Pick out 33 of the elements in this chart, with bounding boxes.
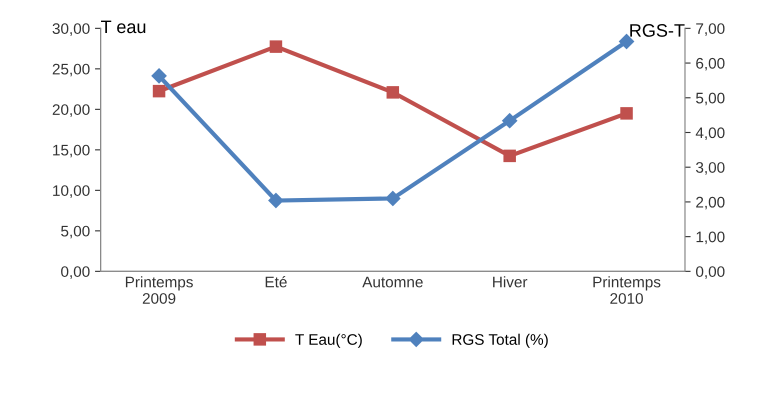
point	[503, 150, 516, 162]
y-axis-title: T eau	[101, 20, 146, 34]
point	[152, 84, 166, 98]
point	[502, 113, 518, 128]
point	[270, 40, 282, 53]
y-tick-label: 25,00	[52, 64, 90, 76]
y2-tick-label: 0,00	[696, 266, 725, 279]
x-tick-label: Automne	[362, 276, 423, 288]
y-tick-label: 30,00	[52, 23, 90, 36]
x-tick-label: Printemps 2010	[593, 276, 660, 304]
y-tick-label: 10,00	[53, 185, 90, 198]
y2-tick-label: 4,00	[696, 127, 725, 140]
x-tick-label: Hiver	[493, 276, 528, 288]
legend-label: T Eau(°C)	[295, 334, 362, 348]
y2-tick-label: 3,00	[696, 162, 725, 175]
point	[386, 86, 400, 99]
point	[151, 68, 167, 84]
y2-tick-label: 1,00	[696, 232, 725, 244]
point	[385, 190, 400, 206]
legend-label: RGS Total (%)	[452, 334, 548, 348]
y2-axis-title: RGS-T	[630, 24, 685, 37]
y2-tick-label: 2,00	[696, 196, 725, 210]
point	[620, 107, 633, 120]
y2-tick-label: 5,00	[696, 92, 725, 106]
y2-tick-label: 6,00	[696, 58, 725, 71]
y-tick-label: 5,00	[61, 226, 90, 238]
x-tick-label: Eté	[266, 276, 287, 288]
y2-tick-label: 7,00	[696, 23, 725, 36]
y-tick-label: 0,00	[61, 266, 90, 279]
y-tick-label: 20,00	[52, 104, 90, 117]
y-tick-label: 15,00	[53, 144, 90, 158]
x-tick-label: Printemps 2009	[126, 276, 193, 304]
point	[268, 192, 284, 208]
